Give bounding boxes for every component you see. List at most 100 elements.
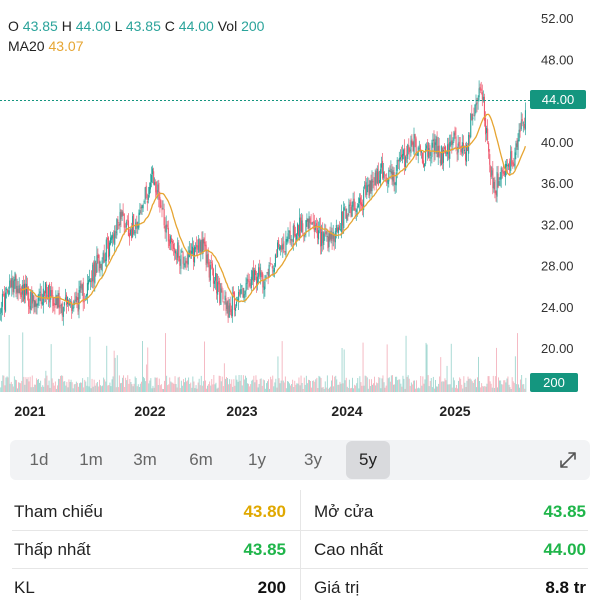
row-divider [12, 568, 588, 569]
volume-bar [18, 382, 19, 392]
candle-body [134, 231, 136, 233]
volume-bar [160, 384, 162, 392]
candle-body [510, 151, 512, 171]
candle-body [36, 303, 38, 307]
volume-bar [505, 382, 507, 392]
volume-bar [288, 381, 289, 392]
candle-body [152, 168, 154, 175]
candle-body [511, 150, 513, 165]
volume-bar [270, 376, 272, 392]
volume-bar [279, 383, 281, 392]
candle-body [74, 299, 76, 301]
volume-bar [519, 387, 520, 392]
candle-body [260, 272, 262, 278]
candle-body [167, 227, 169, 242]
candle-body [8, 290, 10, 296]
volume-bar [419, 388, 421, 392]
candle-body [199, 241, 201, 252]
candle-body [107, 237, 109, 258]
candle-body [348, 204, 350, 213]
tab-5y[interactable]: 5y [346, 441, 390, 479]
candle-body [216, 273, 218, 294]
volume-bar [92, 386, 94, 392]
volume-bar [414, 380, 415, 392]
tab-6m[interactable]: 6m [189, 450, 213, 469]
candle-body [424, 163, 426, 167]
candle-body [12, 280, 14, 292]
candle-body [271, 266, 273, 269]
volume-bar [188, 377, 190, 392]
tab-1y[interactable]: 1y [248, 450, 266, 469]
volume-bar [170, 381, 172, 392]
ma-label: MA20 [8, 38, 45, 54]
candle-body [1, 293, 3, 307]
volume-bar [463, 376, 465, 392]
volume-bar [199, 385, 201, 392]
candle-body [48, 285, 50, 299]
volume-bar [453, 380, 455, 392]
candle-body [494, 179, 496, 194]
candle-body [426, 145, 428, 149]
volume-bar [174, 376, 176, 392]
candle-body [421, 153, 423, 163]
tab-1d[interactable]: 1d [29, 450, 49, 469]
candle-body [204, 241, 206, 247]
candle-body [364, 185, 366, 189]
volume-bar [309, 380, 310, 392]
volume-bar [512, 381, 514, 392]
volume-bar [151, 388, 153, 392]
candle-body [41, 302, 43, 305]
volume-bar [312, 380, 314, 392]
close-label: C [164, 18, 175, 34]
tab-3m[interactable]: 3m [133, 450, 157, 469]
candle-body [358, 198, 360, 203]
volume-bar [325, 387, 327, 392]
candle-body [13, 279, 15, 293]
candle-body [180, 254, 182, 269]
candle-body [92, 264, 94, 281]
candle-body [299, 217, 301, 239]
volume-bar [381, 378, 383, 392]
candle-body [495, 190, 497, 196]
candle-body [492, 168, 494, 189]
tab-3y[interactable]: 3y [304, 450, 322, 469]
expand-icon[interactable] [558, 450, 578, 470]
candle-body [516, 140, 518, 147]
volume-bar [55, 388, 57, 392]
volume-bar [435, 380, 436, 392]
candle-body [351, 205, 353, 217]
volume-bar [396, 376, 398, 392]
volume-bar [313, 380, 315, 392]
candle-body [428, 148, 430, 158]
volume-bar [87, 377, 89, 392]
candle-body [281, 244, 283, 251]
price-chart[interactable]: 52.00 48.00 44.00 40.00 36.00 32.00 28.00 24.00… [0, 0, 600, 430]
candle-body [329, 233, 331, 241]
volume-bar [427, 375, 429, 392]
candle-body [490, 166, 492, 177]
volume-bar [441, 381, 443, 392]
volume-bar [148, 383, 150, 392]
candle-body [203, 238, 205, 244]
volume-bar [456, 385, 457, 392]
volume-bar [425, 342, 427, 392]
volume-bar [95, 383, 97, 392]
volume-bar [479, 381, 480, 392]
volume-bar [402, 375, 404, 392]
candle-body [335, 225, 337, 233]
volume-bar [315, 379, 317, 392]
candle-body [481, 92, 483, 100]
tab-1m[interactable]: 1m [79, 450, 103, 469]
volume-bar [70, 379, 72, 392]
candle-body [394, 182, 396, 185]
volume-bar [220, 381, 222, 392]
volume-bar [28, 381, 30, 392]
volume-bar [305, 375, 307, 392]
candle-body [419, 145, 421, 152]
volume-bar [178, 376, 180, 392]
volume-bar [502, 384, 504, 392]
chart-svg[interactable]: 52.00 48.00 44.00 40.00 36.00 32.00 28.00 24.00… [0, 0, 600, 430]
candle-body [35, 299, 37, 308]
candle-body [47, 295, 49, 297]
candle-body [229, 303, 231, 312]
